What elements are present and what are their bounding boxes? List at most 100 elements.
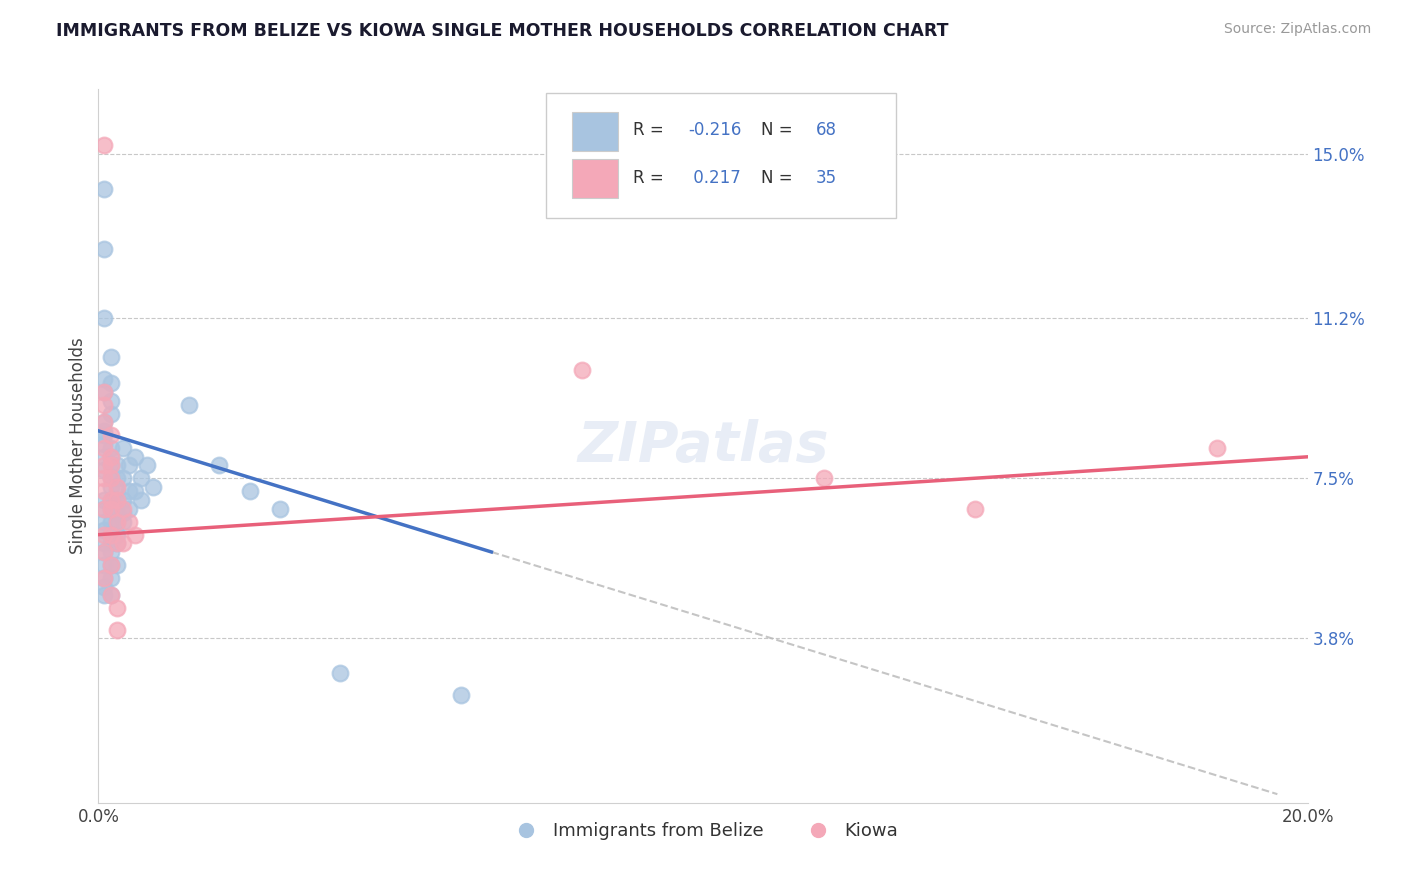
Point [135, 458, 157, 473]
Text: N =: N = [761, 169, 799, 187]
Text: -0.216: -0.216 [689, 121, 742, 139]
Point [100, 441, 122, 455]
Point [100, 458, 122, 473]
Point [118, 515, 141, 529]
Point [100, 501, 122, 516]
Point [93, 571, 115, 585]
Point [100, 471, 122, 485]
Point [93, 182, 115, 196]
Point [571, 363, 593, 377]
Point [129, 471, 152, 485]
Point [124, 527, 146, 541]
Point [105, 493, 128, 508]
Point [100, 407, 122, 421]
Point [93, 138, 115, 153]
Legend: Immigrants from Belize, Kiowa: Immigrants from Belize, Kiowa [501, 815, 905, 847]
Point [111, 501, 134, 516]
Point [93, 437, 115, 451]
Point [100, 515, 122, 529]
Text: R =: R = [633, 121, 669, 139]
Point [93, 384, 115, 399]
Point [93, 450, 115, 464]
Point [813, 471, 835, 485]
Point [93, 527, 115, 541]
Point [93, 415, 115, 429]
Point [100, 493, 122, 508]
FancyBboxPatch shape [546, 93, 897, 218]
Point [93, 415, 115, 429]
Point [129, 493, 152, 508]
Point [105, 527, 128, 541]
Point [100, 480, 122, 494]
Point [105, 480, 128, 494]
Point [179, 398, 201, 412]
Point [111, 506, 134, 520]
Point [93, 493, 115, 508]
Point [93, 545, 115, 559]
Point [93, 242, 115, 256]
Point [124, 484, 146, 499]
Point [105, 515, 128, 529]
Point [93, 441, 115, 455]
Point [239, 484, 262, 499]
Point [100, 351, 122, 365]
Point [100, 501, 122, 516]
Point [93, 428, 115, 442]
Text: N =: N = [761, 121, 799, 139]
Point [93, 471, 115, 485]
Text: 35: 35 [815, 169, 837, 187]
Point [105, 536, 128, 550]
Point [105, 458, 128, 473]
Point [100, 458, 122, 473]
Point [93, 501, 115, 516]
Point [965, 501, 987, 516]
FancyBboxPatch shape [572, 159, 619, 198]
Point [93, 463, 115, 477]
Point [93, 515, 115, 529]
Point [100, 571, 122, 585]
Point [105, 536, 128, 550]
Point [93, 398, 115, 412]
Point [100, 471, 122, 485]
Point [100, 558, 122, 572]
Point [93, 536, 115, 550]
Point [111, 441, 134, 455]
Point [93, 458, 115, 473]
Point [93, 501, 115, 516]
Point [208, 458, 231, 473]
Point [100, 588, 122, 602]
Point [105, 471, 128, 485]
Text: R =: R = [633, 169, 669, 187]
Point [105, 623, 128, 637]
Point [93, 571, 115, 585]
Text: IMMIGRANTS FROM BELIZE VS KIOWA SINGLE MOTHER HOUSEHOLDS CORRELATION CHART: IMMIGRANTS FROM BELIZE VS KIOWA SINGLE M… [56, 22, 949, 40]
Point [118, 458, 141, 473]
Point [450, 688, 472, 702]
Point [100, 428, 122, 442]
Point [142, 480, 165, 494]
Point [105, 493, 128, 508]
Point [1206, 441, 1229, 455]
Point [100, 536, 122, 550]
Point [100, 527, 122, 541]
Point [93, 558, 115, 572]
Point [105, 515, 128, 529]
Point [93, 545, 115, 559]
Text: 0.217: 0.217 [689, 169, 741, 187]
Point [100, 450, 122, 464]
Point [100, 376, 122, 391]
Point [105, 558, 128, 572]
Point [269, 501, 291, 516]
Point [100, 527, 122, 541]
Point [93, 580, 115, 594]
Point [100, 393, 122, 408]
Point [93, 424, 115, 438]
Point [105, 601, 128, 615]
Y-axis label: Single Mother Households: Single Mother Households [69, 338, 87, 554]
Point [100, 588, 122, 602]
Point [93, 311, 115, 326]
Point [111, 515, 134, 529]
Point [93, 384, 115, 399]
Point [111, 536, 134, 550]
Point [93, 372, 115, 386]
